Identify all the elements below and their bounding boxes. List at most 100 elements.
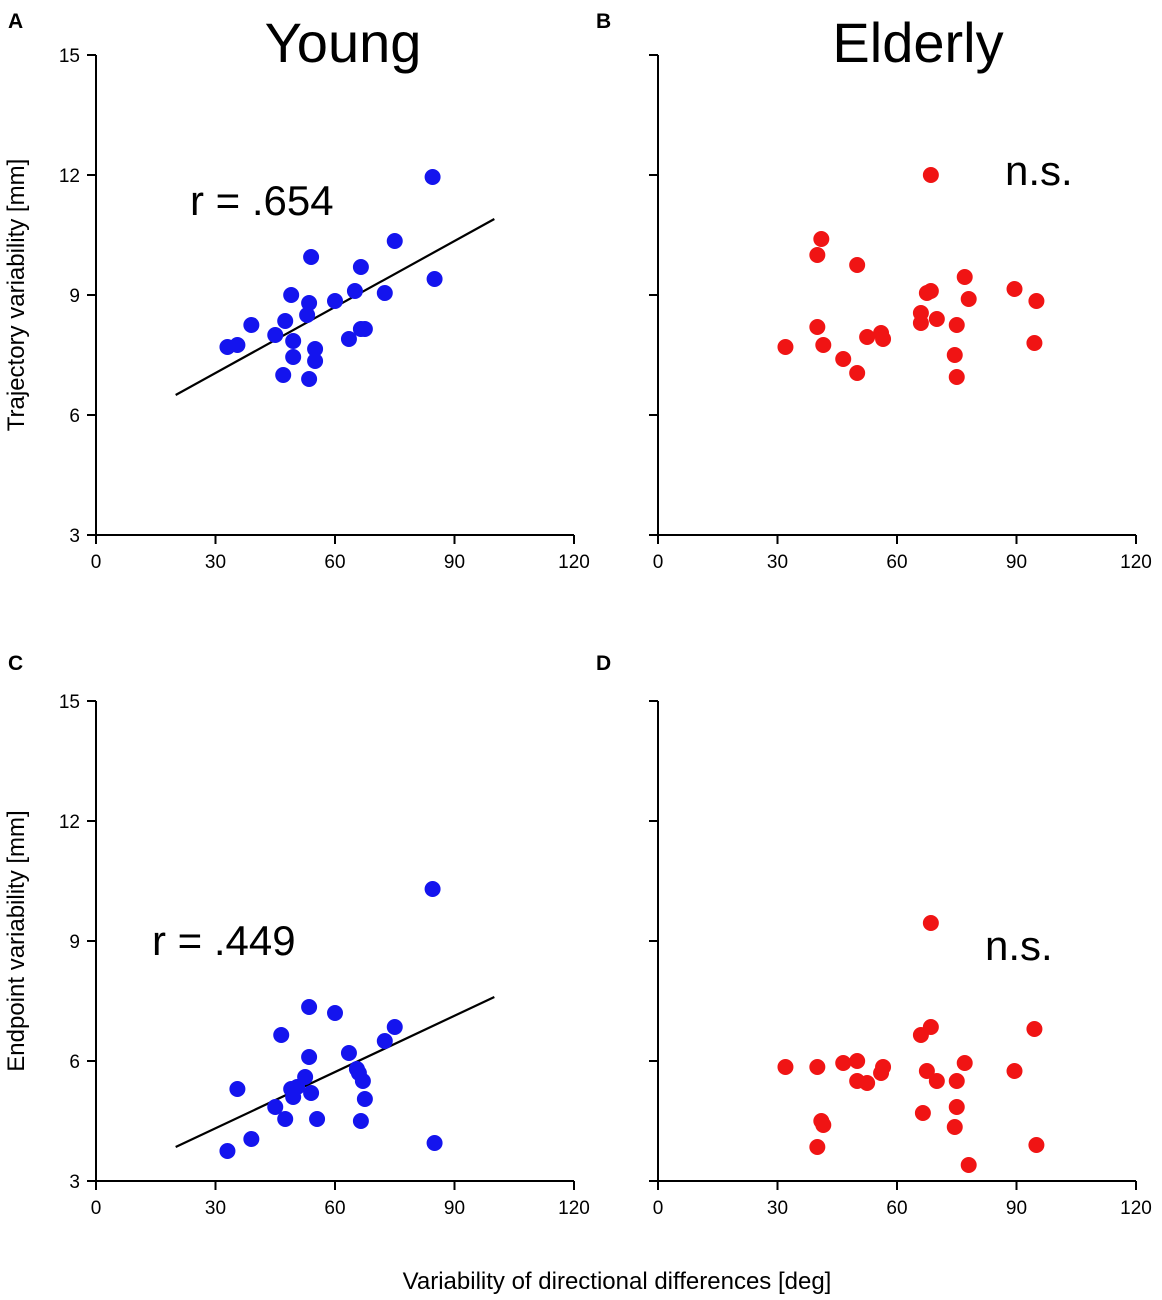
y-tick-label-a: 12 bbox=[59, 166, 80, 187]
y-tick-label-c: 3 bbox=[69, 1172, 80, 1193]
data-point-c bbox=[277, 1111, 294, 1127]
y-axis-title-c: Endpoint variability [mm] bbox=[3, 810, 30, 1071]
data-point-a bbox=[376, 285, 393, 301]
data-point-a bbox=[267, 327, 284, 343]
data-point-a bbox=[277, 313, 294, 329]
data-point-c bbox=[424, 881, 441, 897]
x-tick-label-d: 90 bbox=[1006, 1198, 1027, 1219]
regression-line-c bbox=[175, 996, 495, 1148]
data-point-b bbox=[948, 317, 965, 333]
x-tick-label-a: 0 bbox=[91, 552, 102, 573]
x-tick-label-c: 60 bbox=[324, 1198, 345, 1219]
data-point-b bbox=[960, 291, 977, 307]
data-point-d bbox=[946, 1119, 963, 1135]
data-point-d bbox=[922, 1019, 939, 1035]
y-tick-label-a: 3 bbox=[69, 526, 80, 547]
data-point-a bbox=[307, 353, 324, 369]
data-point-b bbox=[912, 315, 929, 331]
data-point-a bbox=[303, 249, 320, 265]
data-point-c bbox=[327, 1005, 343, 1021]
data-point-b bbox=[809, 247, 826, 263]
data-point-c bbox=[376, 1033, 393, 1049]
data-point-a bbox=[285, 349, 302, 365]
panel-letter-b: B bbox=[596, 10, 611, 33]
data-point-a bbox=[352, 259, 369, 275]
data-point-b bbox=[849, 365, 866, 381]
data-point-d bbox=[849, 1053, 866, 1069]
data-point-a bbox=[301, 295, 318, 311]
x-tick-label-c: 0 bbox=[91, 1198, 102, 1219]
data-point-d bbox=[914, 1105, 931, 1121]
data-point-d bbox=[922, 915, 939, 931]
y-tick-label-c: 12 bbox=[59, 812, 80, 833]
annotation-c: r = .449 bbox=[152, 917, 296, 964]
x-tick-label-d: 30 bbox=[767, 1198, 788, 1219]
data-point-c bbox=[273, 1027, 290, 1043]
data-point-d bbox=[809, 1139, 826, 1155]
data-point-a bbox=[229, 337, 246, 353]
data-point-d bbox=[918, 1063, 935, 1079]
data-point-c bbox=[267, 1099, 284, 1115]
data-point-d bbox=[835, 1055, 852, 1071]
data-point-c bbox=[356, 1091, 373, 1107]
y-tick-label-a: 9 bbox=[69, 286, 80, 307]
data-point-a bbox=[275, 367, 292, 383]
data-point-b bbox=[946, 347, 963, 363]
x-axis-title: Variability of directional differences [… bbox=[403, 1268, 832, 1295]
data-point-c bbox=[229, 1081, 246, 1097]
panel-letter-a: A bbox=[8, 10, 23, 33]
x-tick-label-b: 60 bbox=[886, 552, 907, 573]
data-point-a bbox=[283, 287, 300, 303]
y-tick-label-a: 15 bbox=[59, 46, 80, 67]
data-point-a bbox=[424, 169, 441, 185]
data-point-b bbox=[928, 311, 945, 327]
data-point-b bbox=[875, 331, 892, 347]
data-point-c bbox=[426, 1135, 443, 1151]
y-tick-label-c: 9 bbox=[69, 932, 80, 953]
data-point-a bbox=[386, 233, 403, 249]
data-point-b bbox=[948, 369, 965, 385]
data-point-a bbox=[307, 341, 324, 357]
annotation-d: n.s. bbox=[985, 922, 1053, 969]
data-point-c bbox=[301, 999, 318, 1015]
data-point-d bbox=[859, 1075, 876, 1091]
x-tick-label-a: 120 bbox=[558, 552, 590, 573]
data-point-b bbox=[922, 167, 939, 183]
x-tick-label-b: 120 bbox=[1120, 552, 1152, 573]
data-point-b bbox=[1028, 293, 1045, 309]
y-tick-label-a: 6 bbox=[69, 406, 80, 427]
data-point-d bbox=[875, 1059, 892, 1075]
data-point-c bbox=[352, 1113, 369, 1129]
panel-letter-c: C bbox=[8, 652, 23, 675]
data-point-b bbox=[1026, 335, 1043, 351]
y-tick-label-c: 15 bbox=[59, 692, 80, 713]
x-tick-label-c: 30 bbox=[205, 1198, 226, 1219]
data-point-a bbox=[356, 321, 373, 337]
data-point-c bbox=[386, 1019, 403, 1035]
data-point-b bbox=[849, 257, 866, 273]
y-axis-title-a: Trajectory variability [mm] bbox=[3, 159, 30, 431]
data-point-d bbox=[777, 1059, 794, 1075]
x-tick-label-b: 90 bbox=[1006, 552, 1027, 573]
data-point-c bbox=[243, 1131, 260, 1147]
column-title-elderly: Elderly bbox=[832, 11, 1003, 74]
x-tick-label-b: 30 bbox=[767, 552, 788, 573]
data-point-d bbox=[948, 1099, 965, 1115]
data-point-b bbox=[809, 319, 826, 335]
data-point-a bbox=[340, 331, 357, 347]
data-point-b bbox=[1006, 281, 1023, 297]
data-point-b bbox=[815, 337, 832, 353]
panel-c: C 3 6 9 12 15 0 30 60 90 120 Endpoint variability [… bbox=[3, 652, 590, 1219]
x-tick-label-c: 120 bbox=[558, 1198, 590, 1219]
data-point-c bbox=[303, 1085, 320, 1101]
panel-letter-d: D bbox=[596, 652, 611, 675]
data-point-c bbox=[219, 1143, 236, 1159]
annotation-a: r = .654 bbox=[190, 177, 334, 224]
data-point-d bbox=[956, 1055, 973, 1071]
data-point-b bbox=[859, 329, 876, 345]
panel-b: B Elderly 0 30 60 90 120 n.s. bbox=[596, 10, 1152, 573]
data-point-d bbox=[1026, 1021, 1043, 1037]
data-point-b bbox=[922, 283, 939, 299]
x-tick-label-c: 90 bbox=[444, 1198, 465, 1219]
